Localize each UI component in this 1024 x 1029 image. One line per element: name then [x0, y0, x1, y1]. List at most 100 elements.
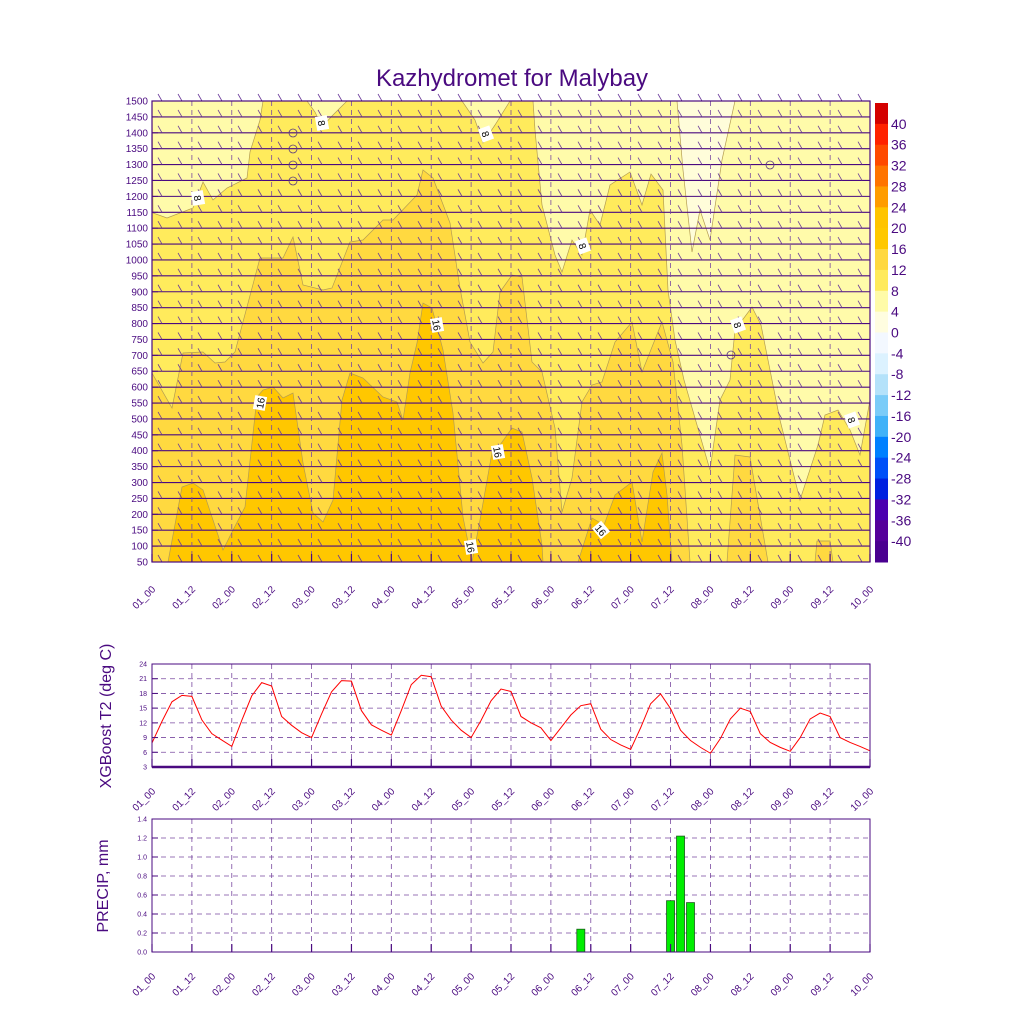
wind-barb-flag [177, 459, 183, 467]
colorbar-swatch [875, 207, 888, 229]
wind-barb-flag [637, 284, 643, 292]
wind-barb-flag [517, 157, 523, 165]
wind-barb-flag [177, 220, 183, 229]
wind-barb-flag [497, 554, 503, 563]
wind-barb-flag [657, 332, 663, 340]
wind-barb-flag [657, 523, 663, 531]
wind-barb-flag [657, 205, 663, 213]
colorbar-swatch [875, 249, 888, 271]
contour-label-bg [252, 395, 268, 411]
wind-barb-flag [257, 189, 263, 197]
wind-barb-flag [637, 316, 643, 324]
wind-barb-flag [177, 236, 183, 245]
wind-barb-flag [777, 125, 783, 133]
wind-barb-flag [437, 348, 443, 356]
x-tick-label: 07_00 [609, 971, 637, 999]
wind-barb-flag [557, 173, 563, 181]
wind-barb-flag [417, 411, 423, 420]
wind-barb-flag [657, 252, 663, 261]
wind-barb-flag [817, 220, 823, 229]
t2-series-line [151, 674, 871, 754]
y-tick-label: 1400 [126, 128, 149, 139]
wind-barb-flag [537, 364, 543, 372]
wind-barb-flag [717, 427, 723, 436]
wind-barb-flag [397, 523, 403, 531]
wind-barb-flag [517, 507, 523, 515]
wind-barb-flag [737, 538, 743, 547]
wind-barb-flag [697, 411, 703, 420]
wind-barb-flag [217, 427, 223, 436]
wind-barb-flag [677, 252, 683, 261]
y-tick-label: 900 [131, 287, 148, 298]
wind-barb-flag [737, 93, 743, 102]
wind-barb-flag [497, 364, 503, 372]
wind-barb-flag [597, 427, 603, 436]
wind-barb-flag [737, 348, 743, 356]
wind-barb-flag [597, 538, 603, 547]
wind-barb-flag [837, 205, 843, 213]
wind-barb-flag [797, 236, 803, 245]
wind-barb-flag [797, 348, 803, 356]
wind-barb-flag [457, 205, 463, 213]
wind-barb-flag [557, 379, 563, 388]
wind-barb-flag [837, 379, 843, 388]
wind-barb-flag [417, 205, 423, 213]
wind-barb-flag [177, 300, 183, 308]
wind-barb-flag [357, 109, 363, 118]
wind-barb-flag [157, 523, 163, 531]
wind-barb-flag [237, 268, 243, 277]
wind-barb-flag [377, 459, 383, 467]
wind-barb-flag [357, 125, 363, 133]
contour-label: 16 [463, 539, 479, 555]
wind-barb-flag [357, 205, 363, 213]
wind-barb-flag [437, 125, 443, 133]
wind-barb-flag [237, 300, 243, 308]
wind-barb-flag [337, 364, 343, 372]
wind-barb-flag [177, 268, 183, 277]
wind-barb-flag [257, 220, 263, 229]
wind-barb-flag [537, 443, 543, 451]
wind-barb-flag [177, 252, 183, 261]
wind-barb-flag [477, 538, 483, 547]
x-tick-label: 05_12 [490, 584, 518, 612]
wind-barb-flag [817, 554, 823, 563]
wind-barb-flag [537, 220, 543, 229]
wind-barb-flag [857, 379, 863, 388]
wind-barb-flag [297, 443, 303, 451]
wind-barb-flag [697, 523, 703, 531]
wind-barb-flag [517, 125, 523, 133]
wind-barb-flag [257, 205, 263, 213]
wind-barb-flag [537, 475, 543, 483]
wind-barb-flag [177, 205, 183, 213]
wind-barb-flag [577, 284, 583, 292]
wind-barb-flag [437, 379, 443, 388]
wind-barb-flag [837, 109, 843, 118]
wind-barb-flag [497, 316, 503, 324]
wind-barb-flag [337, 173, 343, 181]
wind-barb-flag [237, 284, 243, 292]
wind-barb-flag [177, 379, 183, 388]
wind-barb-flag [217, 411, 223, 420]
x-tick-label: 06_12 [569, 786, 597, 814]
colorbar-label: -20 [891, 429, 911, 445]
wind-barb-flag [417, 491, 423, 499]
wind-barb-flag [857, 538, 863, 547]
wind-barb-flag [777, 554, 783, 563]
wind-barb-flag [817, 125, 823, 133]
wind-barb-flag [277, 427, 283, 436]
wind-barb-flag [177, 475, 183, 483]
colorbar-label: -40 [891, 533, 911, 549]
wind-barb-flag [437, 141, 443, 149]
wind-barb-flag [797, 379, 803, 388]
wind-barb-flag [577, 268, 583, 277]
wind-barb-flag [797, 443, 803, 451]
wind-barb-flag [737, 443, 743, 451]
wind-barb-flag [417, 507, 423, 515]
wind-barb-flag [417, 554, 423, 563]
wind-barb-flag [537, 491, 543, 499]
x-tick-label: 03_12 [330, 786, 358, 814]
wind-barb-flag [697, 220, 703, 229]
wind-barb-flag [237, 507, 243, 515]
wind-barb-flag [237, 141, 243, 149]
